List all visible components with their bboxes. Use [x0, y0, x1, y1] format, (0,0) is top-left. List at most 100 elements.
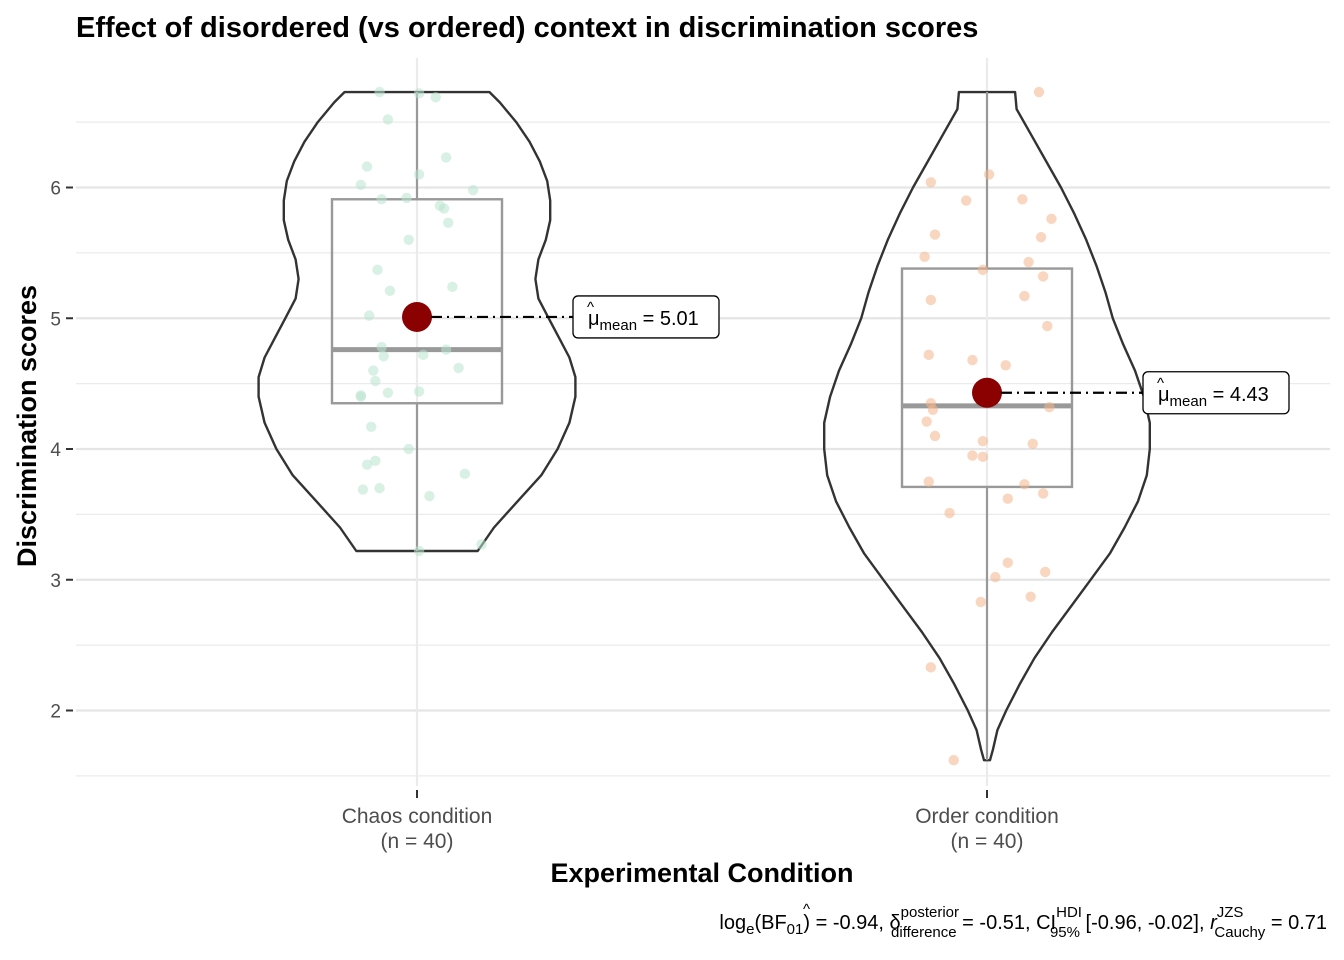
data-point	[413, 386, 425, 397]
caption-part: = -0.51, CI	[957, 912, 1057, 934]
data-point	[967, 450, 978, 461]
caption-part: JZS	[1217, 904, 1244, 921]
data-point	[944, 507, 955, 519]
data-point	[382, 114, 394, 125]
data-point	[919, 251, 930, 262]
y-tick-label: 3	[50, 571, 61, 592]
data-point	[418, 349, 429, 361]
mean-label-mu: μ	[588, 308, 600, 330]
data-point	[925, 177, 937, 188]
data-point	[403, 234, 414, 245]
data-point	[948, 754, 959, 766]
mean-markers: μmean = 5.01^μmean = 4.43^	[402, 295, 1290, 415]
caption-part: (BF	[754, 912, 786, 934]
mean-label-hat: ^	[587, 299, 594, 316]
data-point	[368, 365, 379, 376]
y-tick-label: 4	[50, 440, 61, 461]
data-point	[401, 192, 412, 204]
caption-part: HDI	[1056, 904, 1082, 921]
data-point	[1042, 320, 1053, 332]
data-point	[374, 483, 385, 494]
data-point	[925, 662, 937, 673]
mean-label: μmean = 5.01	[588, 308, 699, 334]
data-point	[355, 391, 367, 402]
data-point	[1035, 231, 1047, 243]
x-axis-label: Experimental Condition	[550, 858, 853, 888]
data-point	[366, 421, 377, 432]
mean-label-value: = 4.43	[1207, 384, 1269, 406]
x-tick-count: (n = 40)	[381, 830, 454, 853]
data-point	[430, 92, 441, 103]
caption-part: Cauchy	[1214, 924, 1265, 941]
caption-delta: δ	[890, 912, 901, 934]
mean-label-sub: mean	[1170, 393, 1208, 410]
data-point	[1037, 488, 1049, 499]
data-point	[1000, 360, 1011, 371]
data-point	[923, 349, 934, 361]
data-point	[438, 203, 450, 214]
data-point	[370, 455, 381, 466]
data-point	[1025, 591, 1036, 602]
data-point	[453, 362, 464, 374]
data-point	[361, 161, 373, 172]
data-point	[357, 484, 369, 495]
caption-part: e	[746, 921, 754, 938]
data-point	[1017, 194, 1028, 205]
data-point	[378, 350, 389, 362]
data-point	[447, 281, 458, 293]
violins	[257, 90, 1151, 762]
data-point	[1002, 493, 1013, 504]
data-point	[1046, 213, 1057, 225]
data-point	[413, 169, 425, 180]
data-point	[977, 435, 989, 447]
mean-label-sub: mean	[600, 317, 638, 334]
data-point	[1019, 479, 1030, 490]
violin-outline	[257, 90, 577, 553]
x-tick-count: (n = 40)	[951, 830, 1024, 853]
data-point	[361, 459, 373, 470]
data-point	[413, 545, 425, 557]
data-point	[384, 285, 396, 296]
data-point	[925, 294, 937, 306]
data-point	[929, 229, 941, 240]
data-point	[923, 476, 934, 487]
data-point	[355, 179, 367, 191]
data-point	[961, 195, 972, 206]
caption-part: = 0.71	[1265, 912, 1327, 934]
chart-title: Effect of disordered (vs ordered) contex…	[76, 12, 978, 44]
mean-marker	[972, 377, 1002, 408]
data-point	[1023, 256, 1034, 268]
caption-part: log	[719, 912, 746, 934]
data-point	[977, 451, 989, 463]
jitter-points	[355, 86, 1057, 766]
caption-part: 01	[787, 921, 804, 938]
data-point	[424, 490, 435, 502]
mean-label-box	[572, 295, 720, 339]
data-point	[967, 354, 978, 366]
caption-part: [-0.96, -0.02],	[1080, 912, 1210, 934]
data-point	[983, 169, 995, 180]
caption-delta-hat: ^	[803, 901, 810, 918]
data-point	[440, 344, 452, 355]
data-point	[374, 86, 385, 98]
data-point	[975, 596, 986, 608]
x-tick-label: Order condition	[915, 805, 1059, 828]
data-point	[921, 416, 932, 427]
data-point	[1027, 438, 1038, 449]
mean-label-value: = 5.01	[637, 308, 699, 330]
caption-part: ) = -0.94,	[803, 912, 889, 934]
mean-label-mu: μ	[1158, 384, 1170, 406]
data-point	[476, 539, 487, 550]
caption-part: difference	[891, 924, 957, 941]
y-tick-label: 2	[50, 702, 61, 723]
data-point	[363, 310, 375, 321]
box-iqr	[330, 198, 504, 405]
data-point	[413, 88, 425, 99]
data-point	[376, 194, 387, 205]
bayes-caption: loge(BF01) = -0.94, δposterior difference…	[719, 904, 1327, 941]
data-point	[1019, 290, 1030, 302]
y-tick-label: 5	[50, 309, 61, 330]
